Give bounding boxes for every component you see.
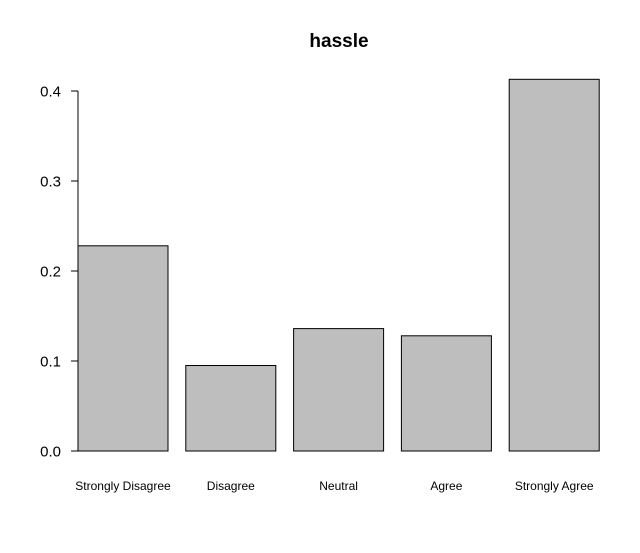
y-tick-label: 0.0 (40, 444, 61, 461)
y-tick-label: 0.1 (40, 354, 61, 371)
bar-strongly-disagree (77, 245, 169, 452)
bar-strongly-agree (508, 78, 600, 452)
y-tick-label: 0.2 (40, 264, 61, 281)
x-category-label: Strongly Disagree (75, 479, 171, 493)
x-category-label: Agree (430, 479, 462, 493)
y-tick-label: 0.3 (40, 174, 61, 191)
bar-disagree (185, 365, 277, 452)
x-axis-labels: Strongly Disagree Disagree Neutral Agree Str… (75, 479, 594, 493)
bar-neutral (293, 328, 385, 452)
x-category-label: Strongly Agree (515, 479, 594, 493)
bar-agree (400, 335, 492, 452)
y-tick-label: 0.4 (40, 84, 61, 101)
bars (77, 78, 600, 452)
y-axis: 0.0 0.1 0.2 0.3 0.4 (40, 84, 79, 461)
x-category-label: Neutral (319, 479, 358, 493)
chart-title: hassle (309, 31, 368, 52)
x-category-label: Disagree (207, 479, 255, 493)
